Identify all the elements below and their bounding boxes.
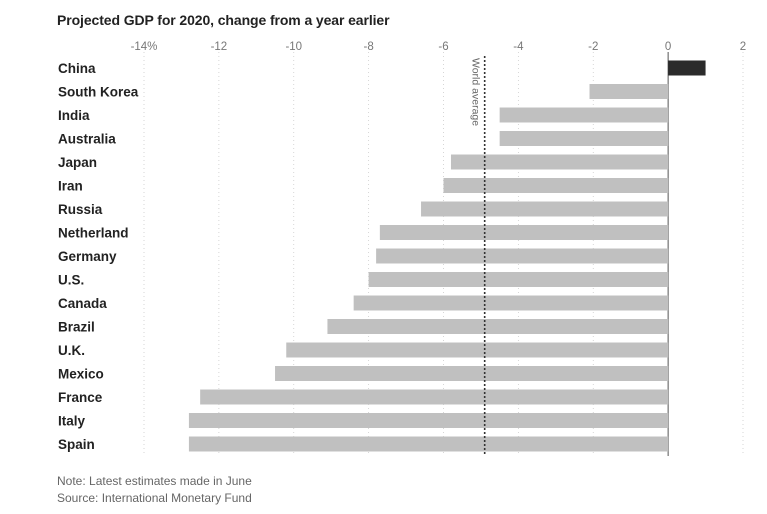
category-label: France [58, 390, 103, 405]
category-label: Italy [58, 414, 86, 429]
bar [443, 178, 669, 193]
bar [376, 248, 669, 264]
category-label: India [58, 108, 90, 123]
world-average-label: World average [470, 58, 482, 126]
bar [589, 84, 669, 99]
category-label: U.K. [58, 343, 85, 358]
category-label: Netherland [58, 226, 129, 241]
category-label: Spain [58, 437, 95, 452]
bar [188, 436, 669, 452]
x-tick-label: -8 [364, 41, 374, 53]
bar [286, 342, 669, 358]
category-label: Japan [58, 155, 97, 170]
bar [668, 60, 706, 76]
category-label: Iran [58, 179, 83, 194]
category-label: Germany [58, 249, 117, 264]
chart-source: Source: International Monetary Fund [57, 491, 252, 505]
category-label: Russia [58, 202, 103, 217]
bar [200, 389, 669, 405]
category-label: Brazil [58, 320, 95, 335]
bar [499, 107, 669, 123]
category-label: Mexico [58, 367, 104, 382]
category-label: South Korea [58, 85, 139, 100]
x-tick-label: -6 [438, 41, 448, 53]
bar [353, 295, 669, 311]
category-label: China [58, 61, 96, 76]
x-tick-label: 2 [740, 41, 746, 53]
x-tick-label: -14% [131, 41, 158, 53]
x-tick-label: -10 [285, 41, 302, 53]
bar [188, 413, 669, 428]
x-tick-label: -12 [211, 41, 228, 53]
bar [379, 225, 669, 240]
x-tick-label: -4 [513, 41, 524, 53]
x-tick-label: 0 [665, 41, 671, 53]
bar [275, 366, 669, 381]
bar [327, 319, 669, 334]
chart-note: Note: Latest estimates made in June [57, 474, 252, 488]
x-tick-label: -2 [588, 41, 598, 53]
bar [499, 131, 669, 146]
bar [421, 201, 669, 217]
bar [368, 272, 669, 287]
category-label: Australia [58, 132, 116, 147]
chart-title: Projected GDP for 2020, change from a ye… [57, 12, 390, 28]
category-label: Canada [58, 296, 107, 311]
category-label: U.S. [58, 273, 84, 288]
bar [450, 154, 669, 170]
